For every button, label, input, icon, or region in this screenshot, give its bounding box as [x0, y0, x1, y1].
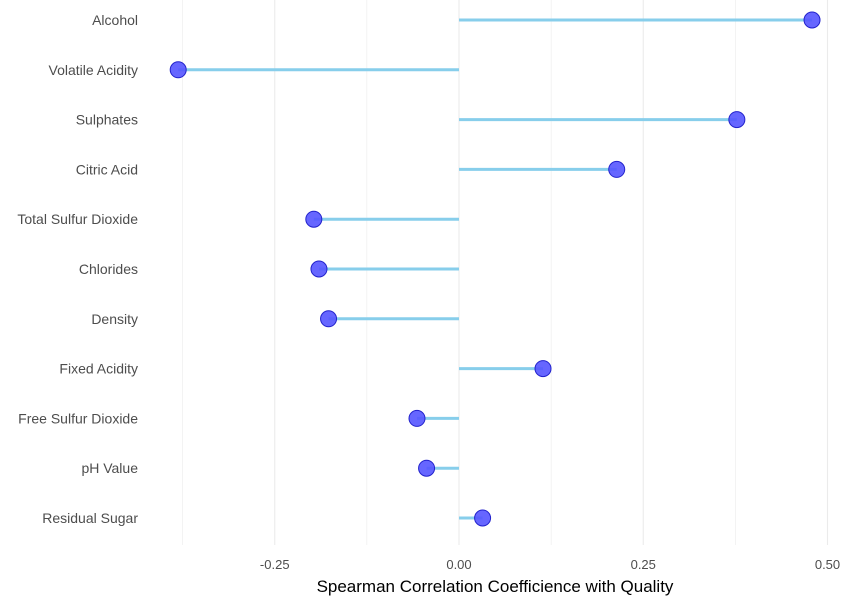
x-axis-title: Spearman Correlation Coefficience with Q…	[317, 577, 674, 596]
category-label: Volatile Acidity	[49, 62, 139, 78]
category-label: Sulphates	[76, 112, 138, 128]
y-axis-labels: Alcohol Volatile Acidity Sulphates Citric A…	[17, 12, 138, 526]
point-volatile-acidity	[169, 61, 187, 79]
point-chlorides	[310, 260, 328, 278]
point-density	[320, 310, 338, 328]
point-residual-sugar	[474, 509, 492, 527]
point-fixed-acidity	[534, 360, 552, 378]
x-tick-label: 0.50	[815, 557, 840, 572]
category-label: Chlorides	[79, 261, 138, 277]
point-alcohol	[803, 11, 821, 29]
x-axis-ticks: -0.25 0.00 0.25 0.50	[260, 557, 840, 572]
x-tick-label: 0.25	[631, 557, 656, 572]
point-ph-value	[418, 459, 436, 477]
point-total-sulfur-dioxide	[305, 210, 323, 228]
category-label: Fixed Acidity	[59, 361, 138, 377]
stems	[178, 18, 813, 520]
grid-lines	[182, 0, 829, 545]
category-label: Residual Sugar	[42, 510, 138, 526]
category-label: pH Value	[81, 460, 138, 476]
category-label: Free Sulfur Dioxide	[18, 410, 138, 426]
category-label: Density	[91, 311, 138, 327]
x-tick-label: 0.00	[446, 557, 471, 572]
point-citric-acid	[608, 160, 626, 178]
point-sulphates	[728, 111, 746, 129]
category-label: Citric Acid	[76, 161, 138, 177]
point-free-sulfur-dioxide	[408, 409, 426, 427]
category-label: Alcohol	[92, 12, 138, 28]
category-label: Total Sulfur Dioxide	[17, 211, 138, 227]
x-tick-label: -0.25	[260, 557, 290, 572]
points	[169, 11, 821, 527]
